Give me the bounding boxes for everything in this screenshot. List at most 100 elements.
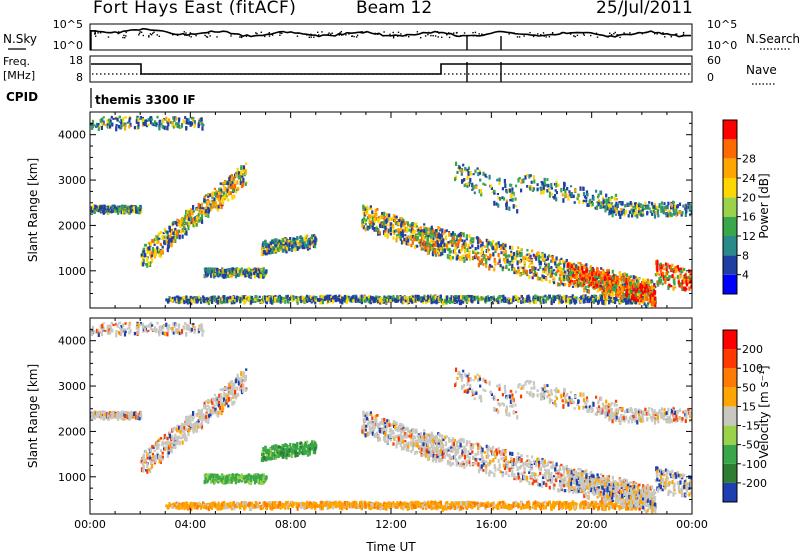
power-cell (294, 239, 297, 243)
nsearch-trace (94, 31, 685, 39)
power-cell (300, 298, 303, 304)
power-cell (627, 214, 630, 218)
nsearch-point (279, 32, 281, 34)
power-cell (619, 291, 623, 294)
power-cell (461, 243, 464, 248)
power-cell (600, 267, 603, 270)
power-cell (249, 300, 253, 305)
nsearch-point (472, 35, 475, 37)
power-cell (414, 298, 417, 303)
power-cell (310, 296, 313, 300)
power-cell (639, 203, 642, 207)
power-cell (161, 249, 164, 253)
freq-unit-label: [MHz] (3, 69, 35, 82)
power-cell (321, 299, 324, 305)
power-cell (222, 269, 225, 275)
power-cell (458, 166, 462, 171)
nsearch-point (463, 32, 466, 34)
nsearch-point (636, 32, 638, 34)
power-cell (531, 300, 534, 303)
power-cell (366, 216, 370, 220)
power-cell (678, 202, 682, 206)
nsearch-point (574, 35, 576, 38)
power-cell (462, 257, 465, 260)
power-cell (168, 234, 171, 240)
power-cell (667, 271, 670, 274)
power-cell (241, 175, 244, 179)
power-cell (597, 199, 601, 204)
power-cell (136, 117, 139, 120)
power-cell (414, 223, 417, 228)
power-cell (642, 294, 645, 299)
power-cell (133, 125, 136, 130)
power-cell (231, 195, 234, 200)
power-cell (214, 201, 217, 206)
power-cell (526, 248, 529, 252)
power-cell (641, 291, 645, 295)
power-cell (609, 288, 612, 294)
power-cell (665, 266, 668, 271)
power-cell (689, 207, 692, 212)
power-cell (182, 120, 185, 124)
power-cell (583, 277, 586, 282)
power-cell (142, 256, 145, 261)
power-cell (609, 297, 612, 302)
power-cell (221, 300, 224, 305)
nsearch-point (662, 32, 664, 34)
power-cell (532, 295, 535, 299)
power-cell (461, 246, 464, 251)
power-cell (651, 205, 654, 209)
power-cell (540, 180, 543, 184)
power-cell (229, 270, 232, 274)
power-cell (118, 120, 122, 124)
power-cell (604, 205, 607, 209)
power-cell (439, 294, 442, 299)
nsearch-point (279, 34, 281, 36)
power-cell (673, 267, 676, 271)
nsearch-point (142, 34, 144, 37)
power-cell (240, 165, 243, 171)
power-cell (158, 232, 161, 236)
nsearch-point (607, 36, 609, 38)
power-cell (250, 272, 253, 276)
power-cell (383, 212, 386, 216)
power-cell (264, 271, 267, 275)
power-cell (675, 208, 678, 214)
power-cell (159, 231, 163, 234)
power-cell (498, 244, 501, 248)
power-cell (454, 298, 457, 303)
power-cell (484, 183, 487, 186)
power-cell (548, 294, 551, 299)
power-cell (494, 260, 497, 264)
power-cell (450, 232, 453, 237)
power-cell (518, 297, 521, 300)
power-cell (187, 118, 190, 122)
power-cell (220, 188, 223, 194)
power-cell (315, 296, 318, 300)
power-cell (190, 216, 193, 221)
power-cell (585, 199, 588, 203)
nsearch-point (516, 36, 519, 38)
power-cell (640, 287, 643, 292)
power-cell (519, 258, 523, 263)
power-cell (638, 283, 641, 286)
power-cell (617, 210, 620, 215)
power-cell (561, 272, 564, 276)
nsearch-point (111, 31, 113, 34)
nsearch-point (148, 36, 150, 38)
power-cell (429, 295, 432, 299)
power-cell (550, 300, 553, 306)
power-cell (155, 122, 158, 126)
power-cell (109, 119, 112, 122)
power-cell (466, 185, 469, 188)
power-cell (109, 122, 112, 126)
power-cell (266, 248, 269, 251)
power-cell (666, 271, 669, 275)
power-cell (190, 122, 193, 126)
power-cell (168, 118, 171, 123)
power-cell (291, 244, 294, 249)
power-cell (455, 161, 458, 166)
power-cell (593, 275, 596, 279)
power-cell (284, 295, 288, 299)
nsearch-point (108, 32, 111, 34)
